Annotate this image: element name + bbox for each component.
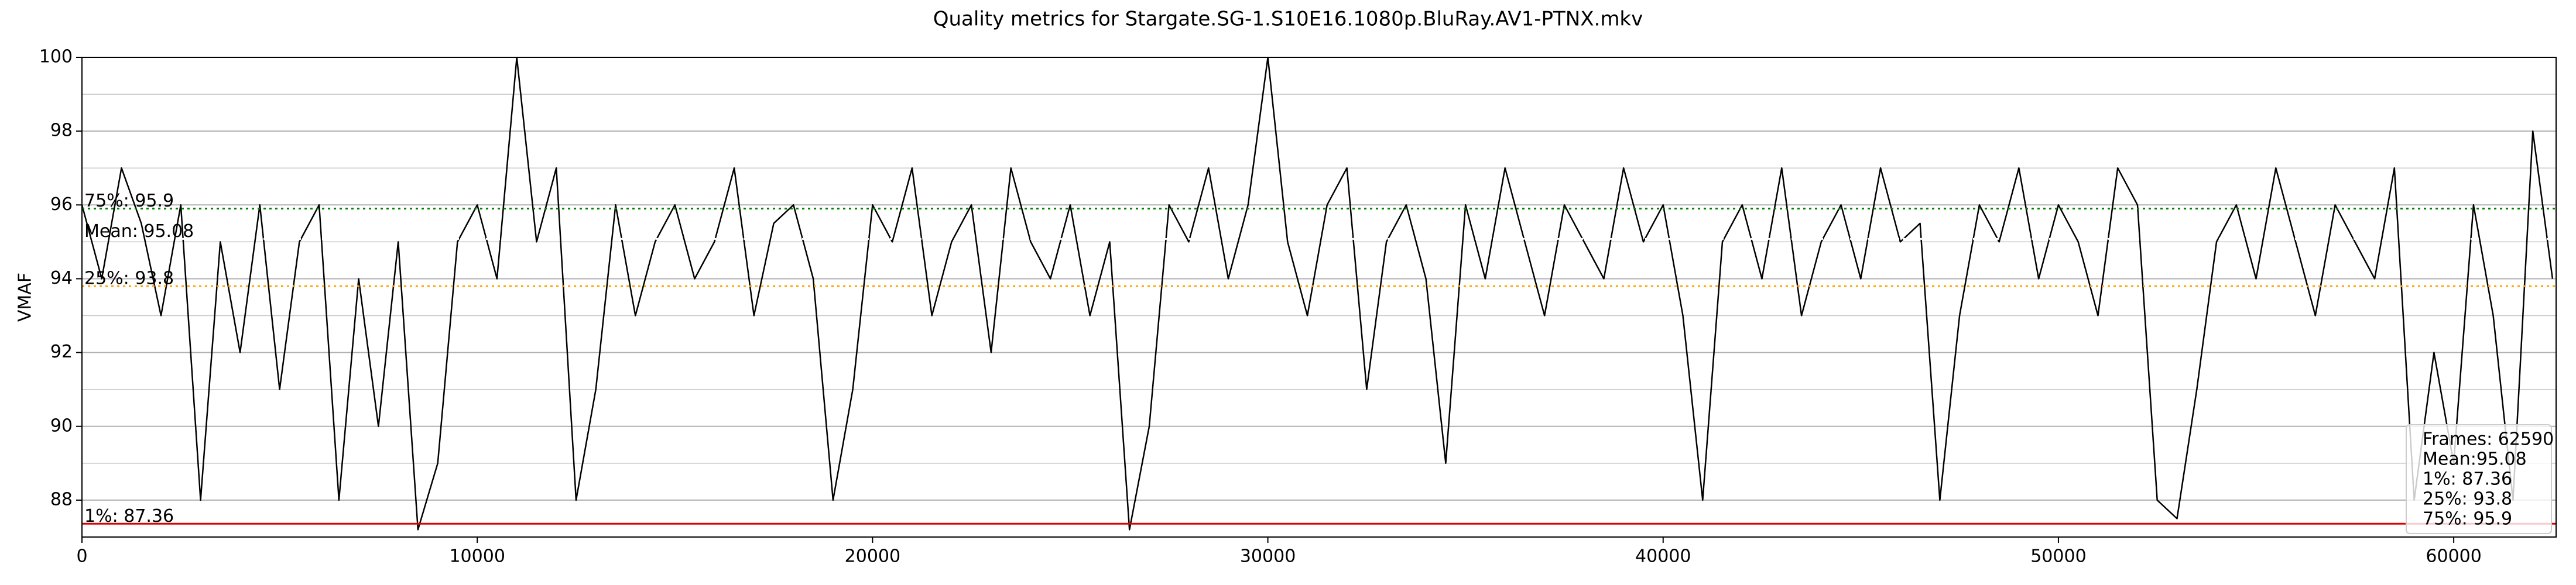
y-tick-label: 94: [50, 268, 73, 288]
stats-box: [2406, 424, 2552, 534]
chart-title: Quality metrics for Stargate.SG-1.S10E16…: [933, 8, 1643, 31]
y-axis-label: VMAF: [15, 273, 36, 322]
x-tick-label: 40000: [1635, 546, 1691, 567]
stats-text: 75%: 95.9: [2423, 509, 2512, 529]
stats-text: 25%: 93.8: [2423, 489, 2512, 510]
y-tick-label: 88: [50, 489, 73, 510]
reference-label: 25%: 93.8: [84, 269, 174, 289]
vmaf-line: [82, 57, 2554, 531]
y-tick-label: 92: [50, 342, 73, 362]
x-tick-label: 0: [76, 546, 87, 567]
y-tick-label: 100: [39, 47, 73, 67]
stats-text: 1%: 87.36: [2423, 469, 2512, 490]
stats-text: Frames: 62590: [2423, 429, 2554, 450]
stats-text: Mean:95.08: [2423, 449, 2527, 470]
x-tick-label: 60000: [2426, 546, 2481, 567]
y-tick-label: 90: [50, 415, 73, 436]
x-tick-label: 30000: [1240, 546, 1296, 567]
x-tick-label: 10000: [449, 546, 505, 567]
reference-label: 75%: 95.9: [84, 191, 174, 211]
x-tick-label: 20000: [845, 546, 900, 567]
plot-frame: [81, 57, 2557, 538]
reference-label: 1%: 87.36: [84, 506, 174, 526]
reference-label: Mean: 95.08: [84, 221, 194, 242]
x-tick-label: 50000: [2030, 546, 2086, 567]
y-tick-label: 98: [50, 121, 73, 141]
y-tick-label: 96: [50, 194, 73, 215]
